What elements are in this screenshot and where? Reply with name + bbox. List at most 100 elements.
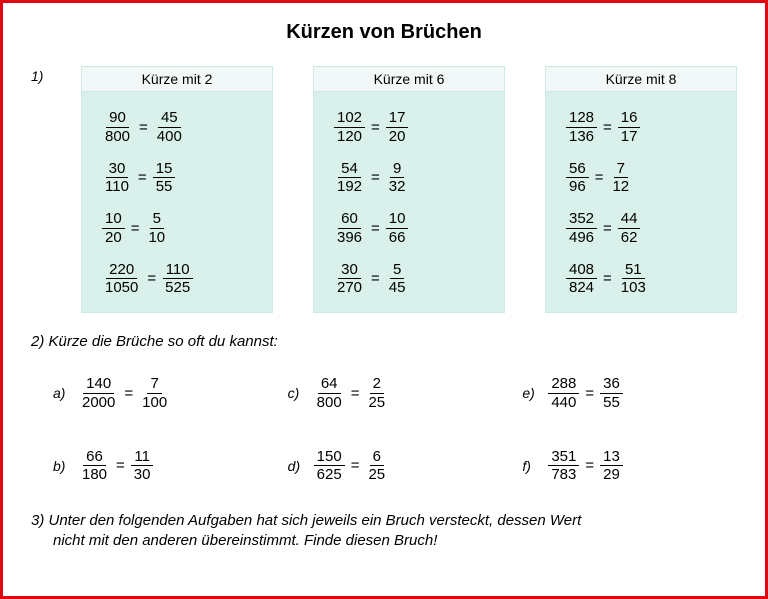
fraction-left: 64800 xyxy=(314,376,345,411)
exercise-2-item: b) 66180=1130 xyxy=(53,441,268,492)
denominator: 66 xyxy=(386,229,409,246)
box-equations: 102120=172054192=93260396=106630270=545 xyxy=(314,92,504,304)
exercise-1-label: 1) xyxy=(31,66,51,84)
equals-sign: = xyxy=(133,119,154,136)
numerator: 30 xyxy=(106,161,129,179)
exercise-box: Kürze mit 8128136=16175696=712352496=446… xyxy=(545,66,737,313)
fraction-left: 2201050 xyxy=(102,262,141,297)
fraction-equation: 5696=712 xyxy=(566,161,632,196)
denominator: 25 xyxy=(365,466,388,483)
numerator: 7 xyxy=(147,376,161,394)
fraction-left: 1020 xyxy=(102,211,125,246)
exercise-3-line1: 3) Unter den folgenden Aufgaben hat sich… xyxy=(31,512,581,529)
equals-sign: = xyxy=(589,169,610,186)
box-header: Kürze mit 8 xyxy=(546,67,736,92)
fraction-equation: 102120=1720 xyxy=(334,110,408,145)
numerator: 150 xyxy=(314,449,345,467)
numerator: 351 xyxy=(548,449,579,467)
denominator: 2000 xyxy=(79,394,118,411)
denominator: 625 xyxy=(314,466,345,483)
fraction-equation: 66180=1130 xyxy=(79,449,153,484)
equals-sign: = xyxy=(345,385,366,402)
exercise-box: Kürze mit 6102120=172054192=93260396=106… xyxy=(313,66,505,313)
equals-sign: = xyxy=(597,220,618,237)
fraction-left: 30270 xyxy=(334,262,365,297)
equals-sign: = xyxy=(365,270,386,287)
item-label: b) xyxy=(53,458,69,474)
fraction-right: 1066 xyxy=(386,211,409,246)
numerator: 16 xyxy=(618,110,641,128)
fraction-equation: 30110=1555 xyxy=(102,161,175,196)
numerator: 13 xyxy=(600,449,623,467)
item-label: f) xyxy=(522,458,538,474)
denominator: 270 xyxy=(334,279,365,296)
denominator: 45 xyxy=(386,279,409,296)
numerator: 408 xyxy=(566,262,597,280)
numerator: 30 xyxy=(338,262,361,280)
fraction-right: 712 xyxy=(609,161,632,196)
equals-sign: = xyxy=(597,119,618,136)
fraction-equation: 30270=545 xyxy=(334,262,408,297)
item-label: c) xyxy=(288,385,304,401)
denominator: 30 xyxy=(131,466,154,483)
numerator: 352 xyxy=(566,211,597,229)
numerator: 10 xyxy=(386,211,409,229)
fraction-left: 1402000 xyxy=(79,376,118,411)
fraction-left: 408824 xyxy=(566,262,597,297)
numerator: 36 xyxy=(600,376,623,394)
denominator: 136 xyxy=(566,128,597,145)
numerator: 10 xyxy=(102,211,125,229)
fraction-left: 128136 xyxy=(566,110,597,145)
numerator: 7 xyxy=(614,161,628,179)
fraction-equation: 128136=1617 xyxy=(566,110,640,145)
denominator: 525 xyxy=(162,279,193,296)
numerator: 90 xyxy=(106,110,129,128)
numerator: 51 xyxy=(622,262,645,280)
fraction-left: 351783 xyxy=(548,449,579,484)
fraction-equation: 352496=4462 xyxy=(566,211,640,246)
numerator: 220 xyxy=(106,262,137,280)
item-label: e) xyxy=(522,385,538,401)
fraction-left: 30110 xyxy=(102,161,132,196)
exercise-1: 1) Kürze mit 290800=4540030110=15551020=… xyxy=(31,66,737,313)
numerator: 110 xyxy=(163,262,193,280)
worksheet-frame: Kürzen von Brüchen 1) Kürze mit 290800=4… xyxy=(0,0,768,599)
fraction-right: 1329 xyxy=(600,449,623,484)
fraction-right: 1720 xyxy=(386,110,409,145)
denominator: 440 xyxy=(548,394,579,411)
numerator: 9 xyxy=(390,161,404,179)
denominator: 396 xyxy=(334,229,365,246)
denominator: 25 xyxy=(365,394,388,411)
denominator: 55 xyxy=(153,178,176,195)
fraction-right: 1617 xyxy=(618,110,641,145)
equals-sign: = xyxy=(365,220,386,237)
numerator: 5 xyxy=(390,262,404,280)
denominator: 20 xyxy=(386,128,409,145)
exercise-2-item: d)150625=625 xyxy=(288,441,503,492)
item-label: a) xyxy=(53,385,69,401)
denominator: 12 xyxy=(609,178,632,195)
fraction-left: 150625 xyxy=(314,449,345,484)
numerator: 140 xyxy=(83,376,114,394)
denominator: 20 xyxy=(102,229,125,246)
numerator: 54 xyxy=(338,161,361,179)
fraction-right: 510 xyxy=(145,211,168,246)
exercise-3: 3) Unter den folgenden Aufgaben hat sich… xyxy=(31,511,737,552)
fraction-left: 90800 xyxy=(102,110,133,145)
denominator: 400 xyxy=(154,128,185,145)
fraction-right: 1555 xyxy=(153,161,176,196)
fraction-left: 5696 xyxy=(566,161,589,196)
fraction-equation: 60396=1066 xyxy=(334,211,408,246)
fraction-left: 54192 xyxy=(334,161,365,196)
exercise-1-boxes: Kürze mit 290800=4540030110=15551020=510… xyxy=(81,66,737,313)
fraction-equation: 1402000=7100 xyxy=(79,376,170,411)
denominator: 1050 xyxy=(102,279,141,296)
box-header: Kürze mit 6 xyxy=(314,67,504,92)
exercise-2-item: c) 64800=225 xyxy=(288,368,503,419)
fraction-equation: 1020=510 xyxy=(102,211,168,246)
fraction-equation: 64800=225 xyxy=(314,376,388,411)
numerator: 2 xyxy=(370,376,384,394)
denominator: 110 xyxy=(102,178,132,195)
equals-sign: = xyxy=(110,457,131,474)
denominator: 62 xyxy=(618,229,641,246)
